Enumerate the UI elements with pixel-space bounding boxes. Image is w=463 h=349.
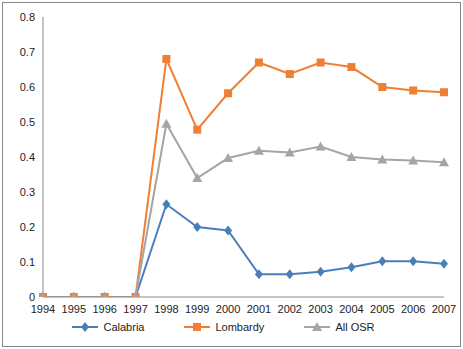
svg-text:0.1: 0.1 bbox=[20, 256, 35, 268]
svg-text:1997: 1997 bbox=[123, 303, 147, 315]
svg-text:1996: 1996 bbox=[92, 303, 116, 315]
svg-text:0.3: 0.3 bbox=[20, 186, 35, 198]
svg-text:2005: 2005 bbox=[370, 303, 394, 315]
svg-text:2003: 2003 bbox=[308, 303, 332, 315]
svg-text:1998: 1998 bbox=[154, 303, 178, 315]
svg-text:0: 0 bbox=[29, 291, 35, 303]
svg-text:1994: 1994 bbox=[31, 303, 55, 315]
svg-text:2001: 2001 bbox=[247, 303, 271, 315]
svg-text:0.5: 0.5 bbox=[20, 116, 35, 128]
html-text:Calabria: Calabria bbox=[103, 321, 145, 333]
svg-text:2000: 2000 bbox=[216, 303, 240, 315]
html-text:Lombardy: Lombardy bbox=[215, 321, 265, 333]
svg-text:1999: 1999 bbox=[185, 303, 209, 315]
svg-text:1995: 1995 bbox=[62, 303, 86, 315]
svg-text:0.8: 0.8 bbox=[20, 11, 35, 23]
svg-text:0.7: 0.7 bbox=[20, 46, 35, 58]
svg-text:0.4: 0.4 bbox=[20, 151, 35, 163]
svg-text:2004: 2004 bbox=[339, 303, 363, 315]
svg-text:0.6: 0.6 bbox=[20, 81, 35, 93]
html-text:All OSR: All OSR bbox=[335, 321, 375, 333]
svg-text:2006: 2006 bbox=[401, 303, 425, 315]
svg-text:2007: 2007 bbox=[432, 303, 455, 315]
svg-text:0.2: 0.2 bbox=[20, 221, 35, 233]
svg-text:2002: 2002 bbox=[278, 303, 302, 315]
